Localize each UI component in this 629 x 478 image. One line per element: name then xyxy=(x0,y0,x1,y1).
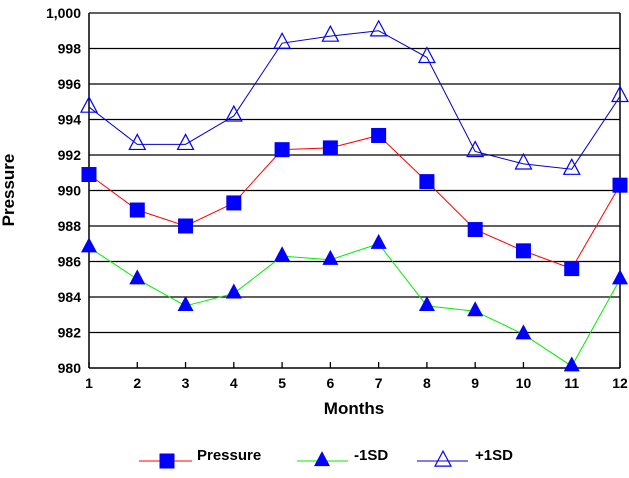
y-tick-label: 994 xyxy=(58,112,82,128)
data-point xyxy=(467,301,484,317)
y-tick-label: 988 xyxy=(58,218,82,234)
data-point xyxy=(226,195,242,211)
data-point xyxy=(273,32,292,49)
y-tick-label: 986 xyxy=(58,254,82,270)
data-point xyxy=(274,142,290,158)
data-point xyxy=(129,269,146,285)
y-tick-label: 984 xyxy=(58,289,82,305)
data-point xyxy=(515,324,532,340)
x-tick-label: 3 xyxy=(182,375,190,391)
data-point xyxy=(128,133,147,151)
y-tick-label: 996 xyxy=(58,76,82,92)
legend-label: +1SD xyxy=(475,447,513,464)
series-group xyxy=(80,19,629,372)
y-tick-label: 980 xyxy=(58,360,82,376)
x-tick-label: 6 xyxy=(326,375,334,391)
x-tick-labels: 1 2 3 4 5 6 7 8 9 10 11 12 xyxy=(85,375,628,391)
legend: Pressure -1SD +1SD xyxy=(139,447,513,469)
x-tick-label: 12 xyxy=(612,375,628,391)
x-tick-label: 1 xyxy=(85,375,93,391)
x-tick-label: 5 xyxy=(278,375,286,391)
legend-marker xyxy=(434,449,452,467)
data-point xyxy=(224,104,243,122)
gridlines xyxy=(89,12,620,334)
legend-item: -1SD xyxy=(297,447,388,467)
data-point xyxy=(321,24,340,42)
x-tick-label: 11 xyxy=(564,375,579,391)
data-point xyxy=(371,127,387,143)
data-point xyxy=(418,295,435,311)
data-point xyxy=(514,152,533,170)
series-line xyxy=(88,30,621,170)
data-point xyxy=(562,158,581,175)
data-point xyxy=(274,246,291,262)
data-point xyxy=(563,356,580,372)
series-line xyxy=(88,134,621,270)
legend-label: -1SD xyxy=(354,447,388,464)
y-axis-title: Pressure xyxy=(0,154,18,227)
x-tick-label: 4 xyxy=(230,375,238,391)
series-1sd xyxy=(80,19,629,175)
data-point xyxy=(225,283,242,299)
data-point xyxy=(467,222,483,238)
legend-marker xyxy=(314,451,330,467)
data-point xyxy=(564,261,580,277)
x-tick-label: 9 xyxy=(471,375,479,391)
data-point xyxy=(417,46,436,64)
legend-item: +1SD xyxy=(417,447,513,467)
data-point xyxy=(419,174,435,190)
x-tick-label: 2 xyxy=(133,375,141,391)
y-tick-label: 998 xyxy=(58,41,82,57)
series-pressure xyxy=(81,127,628,277)
data-point xyxy=(322,140,338,156)
x-tick-label: 10 xyxy=(516,375,532,391)
y-tick-label: 1,000 xyxy=(46,5,81,21)
data-point xyxy=(369,19,388,37)
data-point xyxy=(466,140,485,158)
series-1sd xyxy=(81,233,628,372)
data-point xyxy=(81,237,97,253)
legend-label: Pressure xyxy=(197,447,261,464)
data-point xyxy=(370,233,387,249)
data-point xyxy=(322,249,339,265)
x-tick-label: 7 xyxy=(375,375,383,391)
legend-item: Pressure xyxy=(139,447,261,469)
x-axis-title: Months xyxy=(324,399,384,418)
data-point xyxy=(129,202,145,218)
legend-marker xyxy=(159,453,175,469)
y-tick-labels: 980 982 984 986 988 990 992 994 996 998 1,000 xyxy=(46,5,81,376)
data-point xyxy=(81,167,97,183)
data-point xyxy=(177,295,194,311)
data-point xyxy=(612,269,628,285)
x-tick-label: 8 xyxy=(423,375,431,391)
data-point xyxy=(80,95,98,113)
data-point xyxy=(515,243,531,259)
data-point xyxy=(612,177,628,193)
y-tick-label: 982 xyxy=(58,325,82,341)
y-tick-label: 992 xyxy=(58,147,82,163)
series-line xyxy=(88,243,621,367)
y-tick-label: 990 xyxy=(58,183,82,199)
data-point xyxy=(611,85,629,103)
data-point xyxy=(178,218,194,234)
data-point xyxy=(176,133,195,151)
